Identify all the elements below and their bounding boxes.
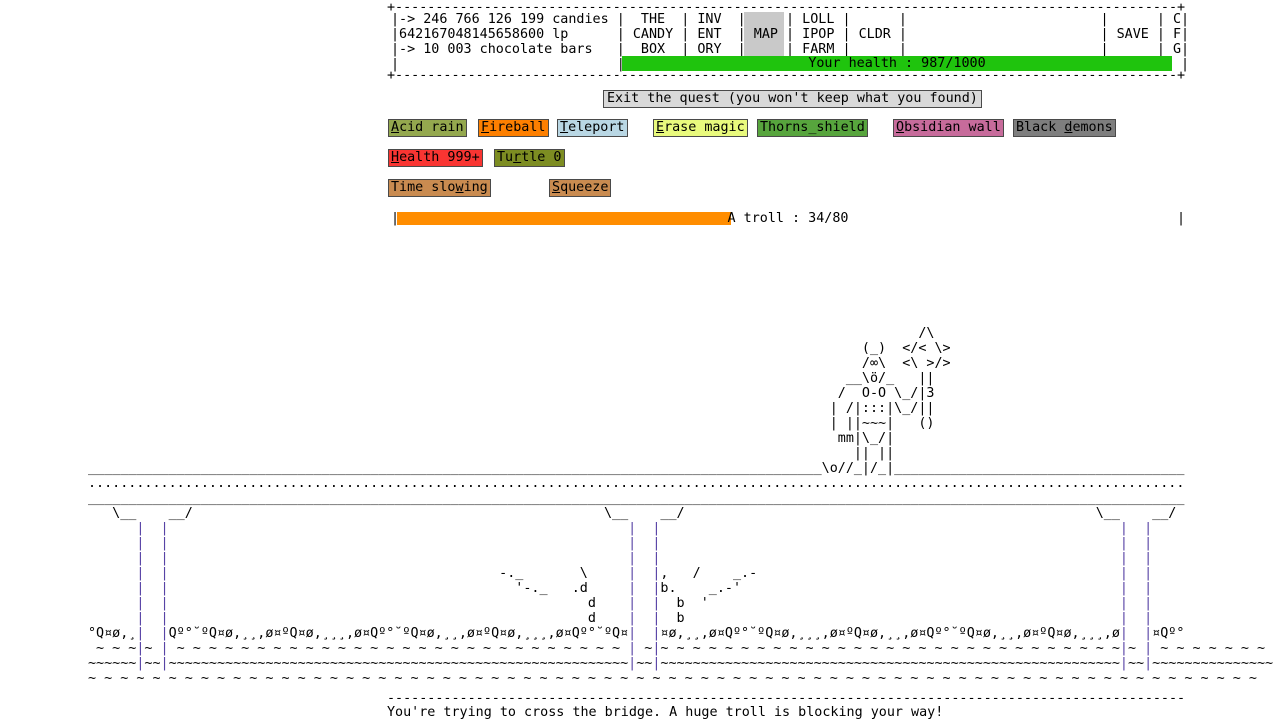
exit-quest-button[interactable]: Exit the quest (you won't keep what you … <box>603 90 982 108</box>
bridge-ascii-art: ________________________________________… <box>88 461 1274 686</box>
health-bar: Your health : 987/1000 <box>622 56 1172 71</box>
spell-button-obsidian-wall[interactable]: Obsidian wall <box>893 119 1004 137</box>
spell-button-thorns-shield[interactable]: Thorns_shield <box>757 119 868 137</box>
quest-status-message: You're trying to cross the bridge. A hug… <box>387 705 944 720</box>
tab-cfg[interactable] <box>1158 12 1186 57</box>
spell-button-erase-magic[interactable]: Erase magic <box>653 119 748 137</box>
spell-button-black-demons[interactable]: Black demons <box>1013 119 1116 137</box>
tab-map-selected-highlight <box>744 12 784 56</box>
troll-ascii-art: /\ (_) </< \> <box>829 326 951 461</box>
spell-button-acid-rain[interactable]: Acid rain <box>388 119 467 137</box>
footer-divider: ----------------------------------------… <box>387 691 1186 706</box>
spell-button-health-999[interactable]: Health 999+ <box>388 149 483 167</box>
troll-health-label: A troll : 34/80 <box>727 211 849 226</box>
spell-button-teleport[interactable]: Teleport <box>557 119 628 137</box>
troll-bar-right-pipe: | <box>1176 211 1185 226</box>
topbox-border-top: +---------------------------------------… <box>387 0 1186 15</box>
troll-bar-left-pipe: | <box>391 211 400 226</box>
tab-map[interactable] <box>744 12 784 57</box>
spell-button-fireball[interactable]: Fireball <box>478 119 549 137</box>
spell-button-time-slowing[interactable]: Time slowing <box>388 179 491 197</box>
spell-button-squeeze[interactable]: Squeeze <box>549 179 612 197</box>
topbox-border-bottom: +---------------------------------------… <box>387 68 1186 83</box>
tab-inventory[interactable] <box>682 12 738 57</box>
spell-button-turtle[interactable]: Turtle 0 <box>494 149 565 167</box>
tab-cldr[interactable] <box>851 12 905 57</box>
troll-health-fill <box>397 212 731 225</box>
tab-the-candy-box[interactable] <box>618 12 681 57</box>
topbox-health-row-pipes: | | | <box>391 57 1190 72</box>
tab-save[interactable] <box>1099 12 1155 57</box>
tab-lollipop-farm[interactable] <box>790 12 849 57</box>
bridge-pillars-ascii-art: | | | | | | | | <box>136 521 1153 671</box>
health-bar-label: Your health : 987/1000 <box>808 56 986 71</box>
topbox-rows: |-> 246 766 126 199 candies | THE | INV … <box>391 12 1190 57</box>
troll-health-bar: | A troll : 34/80 | <box>391 211 1185 226</box>
